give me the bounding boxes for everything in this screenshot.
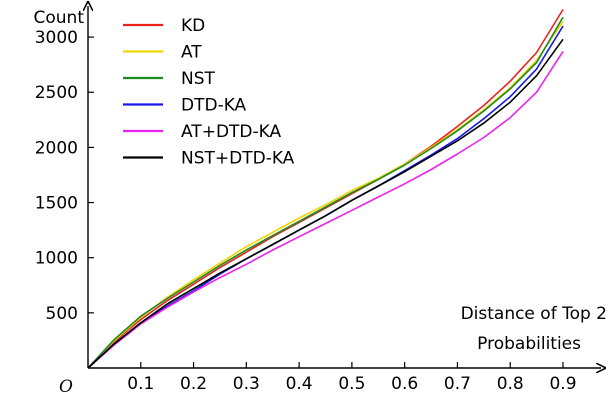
y-axis-label: Count — [34, 8, 85, 28]
y-tick-label: 500 — [46, 304, 78, 324]
y-tick-label: 1000 — [35, 249, 78, 269]
series-line-4 — [87, 50, 564, 369]
x-tick-label: 0.9 — [549, 374, 576, 394]
legend: KD AT NST DTD-KA AT+DTD-KA NST+DTD-KA — [123, 16, 295, 169]
x-tick-label: 0.3 — [233, 374, 260, 394]
legend-label-0: KD — [181, 16, 205, 36]
legend-label-1: AT — [181, 43, 202, 63]
legend-label-4: AT+DTD-KA — [181, 122, 281, 142]
x-axis-label-line-1: Distance of Top 2 — [461, 304, 607, 324]
y-tick-label: 2500 — [35, 83, 78, 103]
x-tick-label: 0.6 — [391, 374, 418, 394]
legend-label-3: DTD-KA — [181, 96, 247, 116]
x-ticks: 0.1 0.2 0.3 0.4 0.5 0.6 0.7 0.8 0.9 — [127, 362, 577, 394]
legend-label-5: NST+DTD-KA — [181, 149, 295, 169]
series-line-1 — [87, 21, 564, 369]
series-line-5 — [87, 38, 564, 369]
y-tick-label: 1500 — [35, 194, 78, 214]
origin-label: O — [59, 377, 73, 397]
series-line-0 — [87, 9, 564, 369]
x-tick-label: 0.5 — [338, 374, 365, 394]
x-tick-label: 0.7 — [444, 374, 471, 394]
x-axis-label-line-2: Probabilities — [477, 334, 581, 354]
x-tick-label: 0.2 — [180, 374, 207, 394]
x-tick-label: 0.4 — [286, 374, 313, 394]
y-ticks: 500 1000 1500 2000 2500 3000 — [35, 28, 94, 324]
x-tick-label: 0.1 — [127, 374, 154, 394]
series-line-2 — [87, 16, 564, 369]
series-lines — [87, 9, 564, 369]
legend-label-2: NST — [181, 69, 216, 89]
y-tick-label: 2000 — [35, 138, 78, 158]
y-tick-label: 3000 — [35, 28, 78, 48]
x-tick-label: 0.8 — [497, 374, 524, 394]
